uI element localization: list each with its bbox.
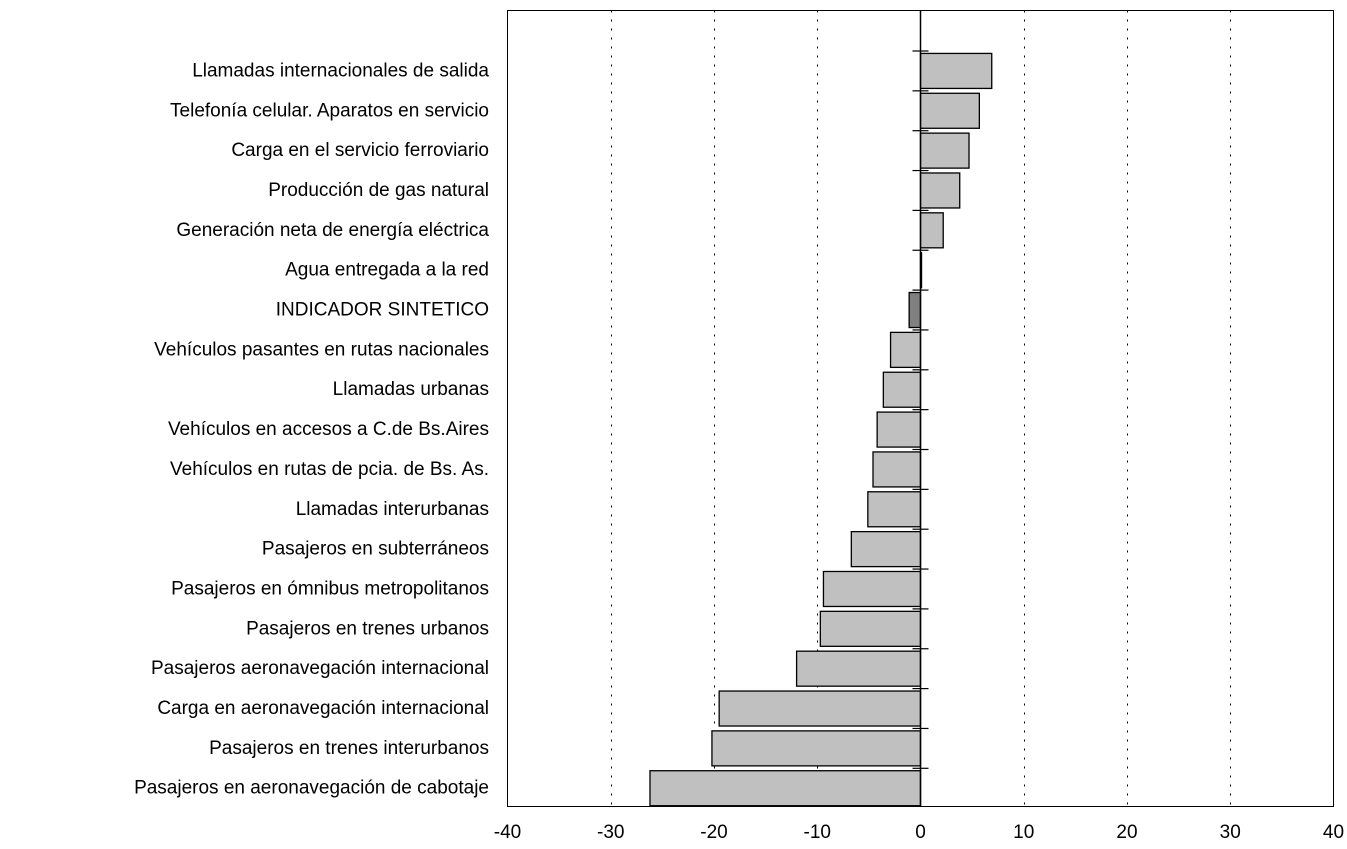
category-label: Agua entregada a la red xyxy=(285,260,489,281)
x-tick-label: 10 xyxy=(1013,822,1034,843)
x-tick-label: -20 xyxy=(700,822,727,843)
bar xyxy=(876,411,922,448)
category-label: Carga en el servicio ferroviario xyxy=(231,140,489,161)
grid-lines xyxy=(611,10,1231,807)
bar xyxy=(919,132,970,169)
category-label: Pasajeros en trenes urbanos xyxy=(246,618,489,639)
category-label: Vehículos en rutas de pcia. de Bs. As. xyxy=(170,459,489,480)
category-label: INDICADOR SINTETICO xyxy=(276,300,489,321)
bar xyxy=(919,212,944,249)
category-label: Producción de gas natural xyxy=(268,180,489,201)
bar xyxy=(919,172,961,209)
category-label: Llamadas urbanas xyxy=(333,379,489,400)
category-label: Pasajeros aeronavegación internacional xyxy=(151,658,489,679)
x-tick-label: 40 xyxy=(1323,822,1344,843)
bar xyxy=(889,331,922,369)
y-axis-ticks xyxy=(912,50,929,769)
bar xyxy=(850,530,922,568)
bar xyxy=(718,690,922,727)
x-tick-label: -40 xyxy=(494,822,521,843)
bar xyxy=(795,650,922,687)
bar xyxy=(822,570,922,608)
category-label: Carga en aeronavegación internacional xyxy=(157,698,489,719)
category-label: Vehículos pasantes en rutas nacionales xyxy=(154,339,489,360)
x-tick-label: -10 xyxy=(804,822,831,843)
bar xyxy=(919,52,993,90)
x-tick-labels: -40 -30 -20 -10 0 10 20 30 40 xyxy=(494,822,1344,843)
bar xyxy=(867,491,922,528)
bar xyxy=(819,610,922,647)
category-label: Generación neta de energía eléctrica xyxy=(176,220,489,241)
x-tick-label: 20 xyxy=(1116,822,1137,843)
bar xyxy=(919,92,981,129)
x-tick-label: 30 xyxy=(1220,822,1241,843)
category-label: Pasajeros en subterráneos xyxy=(262,539,489,560)
category-labels: Llamadas internacionales de salida Telefo… xyxy=(134,60,489,798)
category-label: Pasajeros en ómnibus metropolitanos xyxy=(171,578,489,599)
bar xyxy=(711,730,922,767)
category-label: Pasajeros en aeronavegación de cabotaje xyxy=(134,778,489,799)
bar xyxy=(649,770,922,807)
category-label: Pasajeros en trenes interurbanos xyxy=(209,738,489,759)
bar xyxy=(872,451,922,488)
bars xyxy=(649,52,993,807)
category-label: Llamadas interurbanas xyxy=(296,499,489,520)
bar xyxy=(882,371,922,408)
x-tick-label: -30 xyxy=(597,822,624,843)
category-label: Llamadas internacionales de salida xyxy=(192,60,489,81)
x-tick-label: 0 xyxy=(915,822,926,843)
category-label: Telefonía celular. Aparatos en servicio xyxy=(170,100,489,121)
bar xyxy=(908,291,922,329)
category-label: Vehículos en accesos a C.de Bs.Aires xyxy=(168,419,489,440)
